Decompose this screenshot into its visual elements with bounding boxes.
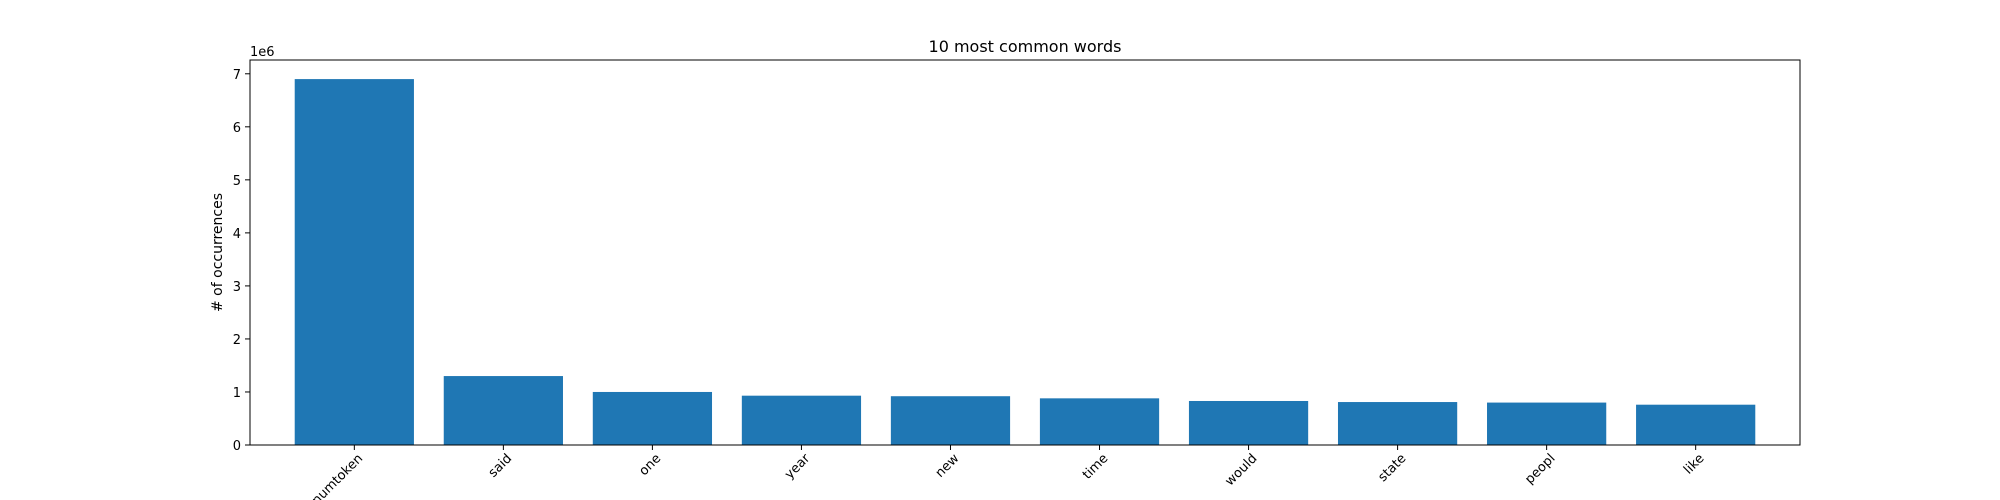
bar-numtoken (294, 79, 414, 445)
y-tick-label: 5 (233, 174, 241, 189)
x-axis-ticks: numtoken said one year new time would state peop… (309, 445, 1708, 500)
x-tick-label: peopl (1522, 451, 1558, 487)
bar-would (1188, 400, 1309, 445)
y-axis-ticks: 0 1 2 3 4 5 6 7 (233, 68, 250, 454)
x-tick-label: time (1080, 451, 1111, 482)
x-tick-label: numtoken (309, 451, 366, 500)
y-tick-label: 4 (233, 227, 241, 242)
bar-peopl (1487, 402, 1607, 445)
bar-time (1039, 398, 1160, 445)
bar-year (741, 395, 862, 445)
y-tick-label: 1 (233, 386, 241, 401)
x-tick-label: year (782, 451, 814, 483)
y-tick-label: 0 (233, 439, 241, 454)
y-axis-label: # of occurrences (210, 193, 226, 312)
x-tick-label: would (1222, 451, 1260, 489)
y-tick-label: 3 (233, 280, 241, 295)
y-tick-label: 2 (233, 333, 241, 348)
bar-state (1337, 402, 1458, 445)
y-tick-label: 7 (233, 68, 241, 83)
x-tick-label: said (486, 451, 515, 480)
plot-area-frame (249, 59, 1801, 446)
y-tick-label: 6 (233, 121, 241, 136)
bar-new (890, 396, 1011, 445)
bars (294, 79, 1756, 445)
y-axis-offset-label: 1e6 (250, 45, 275, 60)
chart-title: 10 most common words (929, 37, 1122, 56)
x-tick-label: state (1376, 451, 1410, 485)
x-tick-label: one (637, 451, 665, 479)
bar-like (1636, 404, 1756, 445)
x-tick-label: new (933, 451, 963, 481)
bar-said (443, 376, 563, 445)
x-tick-label: like (1681, 451, 1707, 477)
bar-one (592, 391, 713, 445)
